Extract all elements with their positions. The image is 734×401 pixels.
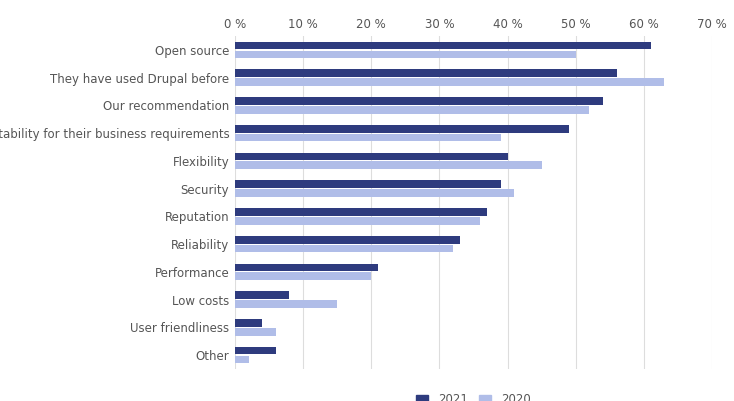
Bar	[235, 236, 459, 243]
Bar	[235, 106, 589, 114]
Bar	[235, 69, 617, 77]
Bar	[235, 97, 603, 105]
Bar	[235, 162, 542, 169]
Bar	[235, 263, 378, 271]
Bar	[235, 125, 569, 133]
Bar	[235, 347, 276, 354]
Bar	[235, 180, 501, 188]
Bar	[235, 272, 371, 280]
Bar	[235, 319, 262, 327]
Bar	[235, 356, 249, 363]
Bar	[235, 328, 276, 336]
Bar	[235, 42, 650, 49]
Bar	[235, 217, 480, 225]
Bar	[235, 134, 501, 142]
Legend: 2021, 2020: 2021, 2020	[416, 393, 531, 401]
Bar	[235, 245, 453, 253]
Bar	[235, 78, 664, 86]
Bar	[235, 189, 515, 197]
Bar	[235, 153, 507, 160]
Bar	[235, 51, 575, 58]
Bar	[235, 291, 289, 299]
Bar	[235, 300, 337, 308]
Bar	[235, 208, 487, 216]
